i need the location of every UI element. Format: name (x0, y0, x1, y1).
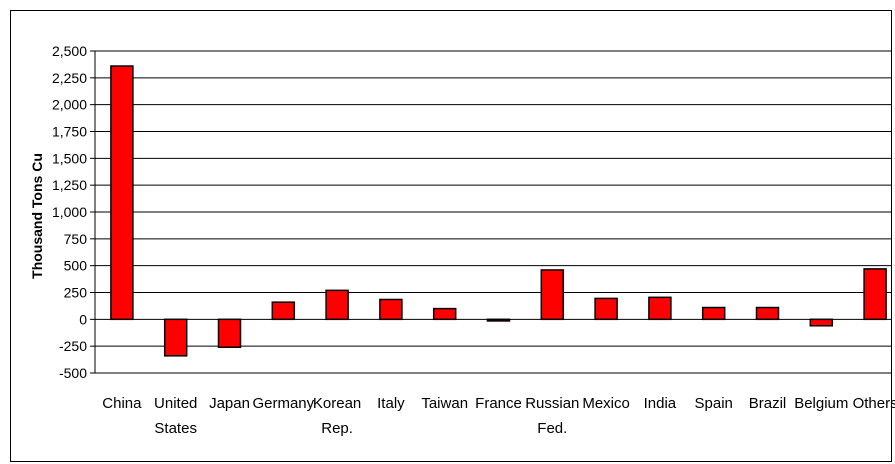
bar-italy (379, 298, 403, 321)
category-label: Taiwan (421, 395, 468, 412)
bar-germany (271, 301, 296, 321)
bar-spain (701, 306, 726, 321)
chart-frame (10, 10, 892, 462)
category-label: Brazil (749, 395, 787, 412)
bar-others (863, 268, 887, 321)
bar-japan (217, 318, 242, 348)
y-tick-label: 2,500 (52, 43, 87, 59)
bar-india (648, 296, 672, 321)
category-label: China (102, 395, 142, 412)
y-tick-label: 1,750 (52, 124, 87, 140)
category-label: Germany (252, 395, 314, 412)
bar-brazil (755, 306, 780, 321)
y-axis-label: Thousand Tons Cu (29, 153, 45, 279)
category-label: Belgium (794, 395, 848, 412)
y-tick-label: 2,000 (52, 97, 87, 113)
bar-russian-fed (540, 269, 565, 321)
bar-france (486, 318, 511, 322)
category-label: Others (853, 395, 895, 412)
y-tick-label: 1,000 (52, 204, 87, 220)
bar-mexico (594, 297, 618, 321)
y-axis: 2,500 2,250 2,000 1,750 1,500 1,250 1,000 750 50… (52, 43, 96, 381)
bar-korean-rep (325, 289, 349, 321)
category-label: Japan (209, 395, 250, 412)
bar-china (110, 65, 134, 321)
bars (110, 65, 887, 357)
gridlines (95, 50, 891, 374)
category-label: Italy (377, 395, 405, 412)
bar-taiwan (432, 307, 457, 321)
category-label: India (644, 395, 677, 412)
bar-united-states (163, 318, 188, 357)
category-label: Spain (695, 395, 733, 412)
y-tick-label: 0 (79, 311, 87, 327)
category-label: United States (154, 395, 197, 437)
y-tick-label: 250 (64, 285, 88, 301)
bar-belgium (809, 318, 834, 327)
category-label: Korean Rep. (313, 395, 361, 437)
y-tick-label: -500 (59, 365, 87, 381)
y-tick-label: 1,250 (52, 177, 87, 193)
category-label: Russian Fed. (525, 395, 579, 437)
category-label: Mexico (582, 395, 630, 412)
y-tick-label: 750 (64, 231, 88, 247)
y-tick-label: 2,250 (52, 70, 87, 86)
y-tick-label: 500 (64, 258, 88, 274)
y-tick-label: -250 (59, 338, 87, 354)
y-tick-label: 1,500 (52, 150, 87, 166)
category-label: France (475, 395, 522, 412)
